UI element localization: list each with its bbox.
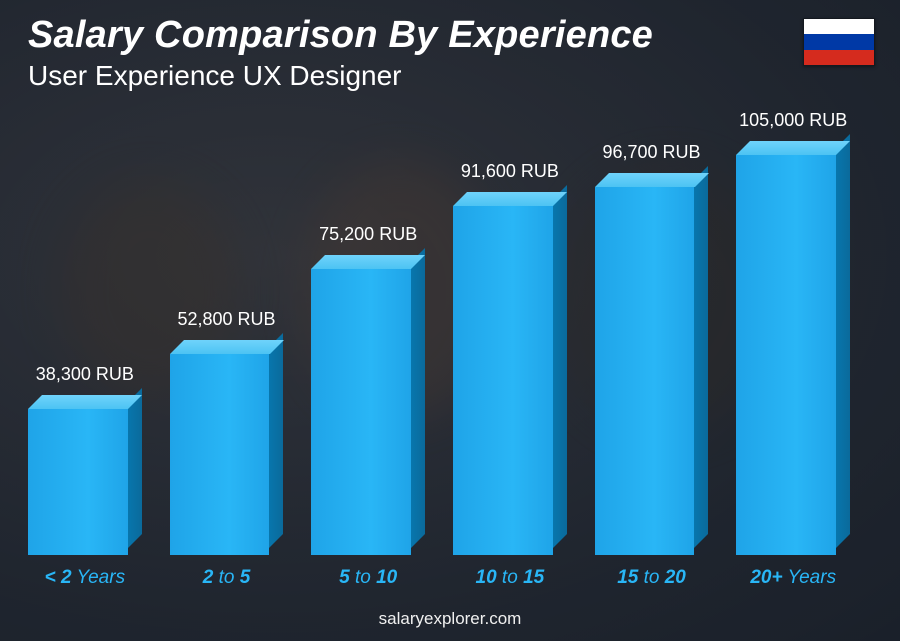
bar-side — [553, 185, 567, 548]
bar-top — [453, 192, 567, 206]
bar-slot: 75,200 RUB5 to 10 — [311, 120, 425, 555]
bar-category-label: 20+ Years — [725, 567, 861, 589]
bar-top — [28, 395, 142, 409]
bar — [311, 269, 425, 555]
country-flag-russia — [803, 18, 875, 66]
bar-front — [28, 409, 128, 555]
bar-slot: 91,600 RUB10 to 15 — [453, 120, 567, 555]
bar — [170, 354, 284, 555]
bar-front — [736, 155, 836, 555]
bar-category-label: 5 to 10 — [300, 567, 436, 589]
bar-value-label: 75,200 RUB — [289, 224, 448, 245]
bar-slot: 52,800 RUB2 to 5 — [170, 120, 284, 555]
bar-value-label: 52,800 RUB — [147, 309, 306, 330]
bar-value-label: 91,600 RUB — [430, 161, 589, 182]
bar-front — [170, 354, 270, 555]
bar-value-label: 105,000 RUB — [714, 110, 873, 131]
footer-source: salaryexplorer.com — [0, 609, 900, 629]
bar — [28, 409, 142, 555]
bar-front — [453, 206, 553, 555]
infographic-stage: Salary Comparison By Experience User Exp… — [0, 0, 900, 641]
bar-slot: 96,700 RUB15 to 20 — [595, 120, 709, 555]
bar-value-label: 96,700 RUB — [572, 142, 731, 163]
bar — [595, 187, 709, 555]
bar-top — [311, 255, 425, 269]
bar-side — [269, 333, 283, 548]
bar-side — [836, 134, 850, 548]
bar-slot: 38,300 RUB< 2 Years — [28, 120, 142, 555]
bar-category-label: 2 to 5 — [158, 567, 294, 589]
bar-top — [736, 141, 850, 155]
bar-front — [311, 269, 411, 555]
bar-top — [595, 173, 709, 187]
bar-chart: 38,300 RUB< 2 Years52,800 RUB2 to 575,20… — [28, 120, 850, 591]
flag-stripe — [804, 19, 874, 34]
bar-front — [595, 187, 695, 555]
bars-container: 38,300 RUB< 2 Years52,800 RUB2 to 575,20… — [28, 120, 850, 555]
bar-top — [170, 340, 284, 354]
bar-side — [411, 248, 425, 548]
bar-category-label: 15 to 20 — [583, 567, 719, 589]
bar-slot: 105,000 RUB20+ Years — [736, 120, 850, 555]
bar-category-label: 10 to 15 — [442, 567, 578, 589]
bar-category-label: < 2 Years — [17, 567, 153, 589]
bar-side — [694, 166, 708, 548]
bar-side — [128, 388, 142, 548]
bar-value-label: 38,300 RUB — [5, 364, 164, 385]
chart-title: Salary Comparison By Experience — [28, 14, 653, 57]
flag-stripe — [804, 50, 874, 65]
chart-subtitle: User Experience UX Designer — [28, 60, 402, 92]
bar — [453, 206, 567, 555]
flag-stripe — [804, 34, 874, 49]
bar — [736, 155, 850, 555]
